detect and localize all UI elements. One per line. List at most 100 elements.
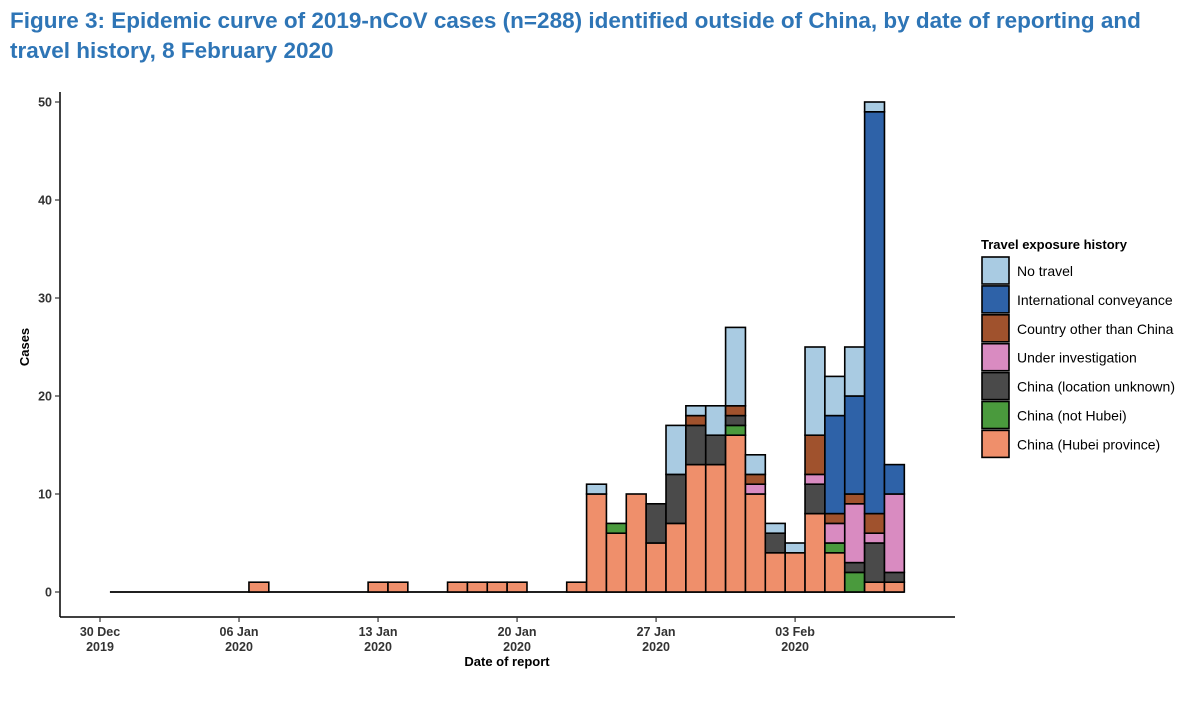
bar-segment <box>744 473 767 485</box>
bar-segment <box>585 493 608 593</box>
bar-segment <box>784 542 806 554</box>
bar-segment <box>744 483 767 495</box>
x-tick-label-year: 2019 <box>86 640 114 654</box>
bar-segment <box>585 483 608 495</box>
bar-segment <box>506 581 528 593</box>
bar-segment <box>367 581 389 593</box>
bar-segment <box>863 532 886 544</box>
bar-segment <box>804 473 826 485</box>
legend-swatch <box>981 313 1010 343</box>
legend-label: International conveyance <box>1017 292 1173 308</box>
figure-title: Figure 3: Epidemic curve of 2019-nCoV ca… <box>10 8 1141 63</box>
bar-segment <box>446 581 469 593</box>
bar-segment <box>883 581 906 593</box>
x-tick-label: 20 Jan <box>498 625 537 639</box>
legend-swatch <box>981 285 1010 314</box>
bar-segment <box>724 434 747 593</box>
bar-segment <box>824 414 846 515</box>
bar-segment <box>724 326 747 407</box>
bar-segment <box>665 473 687 525</box>
y-tick-label: 0 <box>45 586 52 600</box>
bar-segment <box>843 346 866 397</box>
bar-segment <box>685 414 707 427</box>
bar-segment <box>883 493 906 574</box>
bar-segment <box>863 512 886 534</box>
bar-segment <box>248 581 270 593</box>
bar-segment <box>843 493 866 505</box>
legend-swatch <box>981 256 1010 285</box>
legend-label: China (not Hubei) <box>1017 408 1127 424</box>
bar-segment <box>824 375 846 417</box>
bar-segment <box>824 522 846 544</box>
bar-segment <box>804 483 826 515</box>
bar-segment <box>764 522 786 535</box>
bar-segment <box>565 581 588 593</box>
y-tick-label: 30 <box>38 292 52 306</box>
x-tick-label-year: 2020 <box>781 640 809 654</box>
bar-segment <box>804 346 826 436</box>
y-axis-title: Cases <box>17 328 32 366</box>
legend-swatch <box>981 342 1010 372</box>
legend-label: China (location unknown) <box>1017 379 1175 395</box>
x-tick-label: 27 Jan <box>637 625 676 639</box>
bar-segment <box>605 522 628 535</box>
y-tick-label: 40 <box>38 194 52 208</box>
y-tick-label: 50 <box>38 96 52 110</box>
bar-segment <box>605 532 628 593</box>
bar-segment <box>724 414 747 427</box>
legend: No travel International conveyance Country… <box>981 256 1175 459</box>
bar-segment <box>843 502 866 564</box>
bar-segment <box>824 542 846 554</box>
x-tick-label: 06 Jan <box>220 625 259 639</box>
bar-segment <box>685 424 707 466</box>
bar-segment <box>625 493 647 593</box>
x-tick-label: 30 Dec <box>80 625 120 639</box>
x-axis-title: Date of report <box>464 654 550 669</box>
bar-segment <box>685 404 707 417</box>
bar-segment <box>863 542 886 584</box>
bar-segment <box>824 551 846 593</box>
x-tick-label: 13 Jan <box>359 625 398 639</box>
bar-segment <box>645 502 667 544</box>
bar-segment <box>724 424 747 436</box>
bar-segment <box>804 434 826 476</box>
bar-segment <box>486 581 508 593</box>
bar-segment <box>685 463 707 593</box>
bar-segment <box>645 542 667 593</box>
x-tick-label-year: 2020 <box>642 640 670 654</box>
x-tick-label-year: 2020 <box>364 640 392 654</box>
x-tick-label: 03 Feb <box>775 625 815 639</box>
bar-segment <box>744 453 767 476</box>
bars-group <box>109 101 906 593</box>
bar-segment <box>883 571 906 584</box>
y-tick-label: 10 <box>38 488 52 502</box>
legend-label: China (Hubei province) <box>1017 436 1160 452</box>
bar-segment <box>764 532 786 554</box>
bar-segment <box>843 571 866 593</box>
y-axis: 0 10 20 30 40 50 <box>38 92 61 617</box>
bar-segment <box>387 581 409 593</box>
bar-segment <box>863 101 886 113</box>
bar-segment <box>843 395 866 495</box>
bar-segment <box>724 404 747 417</box>
legend-label: Under investigation <box>1017 350 1137 366</box>
bar-segment <box>704 404 727 436</box>
bar-segment <box>863 581 886 593</box>
y-tick-label: 20 <box>38 390 52 404</box>
x-tick-label-year: 2020 <box>503 640 531 654</box>
legend-swatch <box>981 429 1010 459</box>
bar-segment <box>665 522 687 593</box>
bar-segment <box>883 463 906 495</box>
bar-segment <box>824 512 846 525</box>
x-tick-label-year: 2020 <box>225 640 253 654</box>
bar-segment <box>744 493 767 593</box>
bar-segment <box>764 551 786 593</box>
bar-segment <box>704 463 727 593</box>
bar-segment <box>665 424 687 476</box>
bar-segment <box>843 561 866 574</box>
bar-segment <box>804 512 826 593</box>
legend-label: No travel <box>1017 263 1073 279</box>
bar-segment <box>863 111 886 515</box>
legend-title: Travel exposure history <box>981 237 1128 252</box>
